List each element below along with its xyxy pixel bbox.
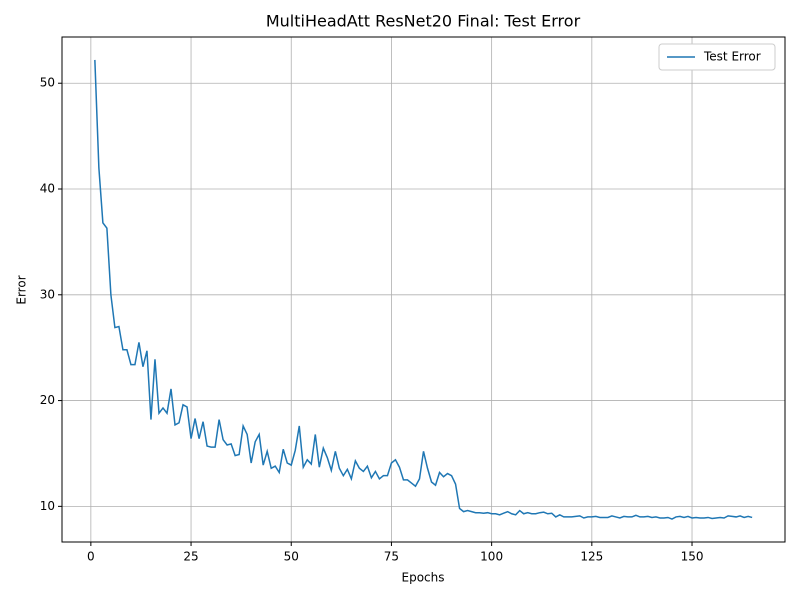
y-tick-label: 40 — [40, 182, 55, 196]
legend-box — [658, 43, 776, 71]
x-tick-label: 100 — [480, 550, 503, 564]
data-line — [94, 59, 753, 520]
x-tick-label: 25 — [183, 550, 198, 564]
legend-label: Test Error — [703, 50, 761, 64]
y-tick-label: 20 — [40, 393, 55, 407]
x-tick-label: 150 — [681, 550, 704, 564]
x-tick-label: 50 — [284, 550, 299, 564]
y-axis-label: Error — [15, 275, 29, 304]
y-tick-label: 30 — [40, 287, 55, 301]
chart-title: MultiHeadAtt ResNet20 Final: Test Error — [266, 12, 581, 31]
y-tick-label: 50 — [40, 76, 55, 90]
x-tick-label: 75 — [384, 550, 399, 564]
x-axis-label: Epochs — [402, 571, 445, 585]
plot-frame — [61, 36, 786, 543]
x-tick-label: 125 — [580, 550, 603, 564]
x-tick-label: 0 — [87, 550, 95, 564]
y-tick-label: 10 — [40, 499, 55, 513]
